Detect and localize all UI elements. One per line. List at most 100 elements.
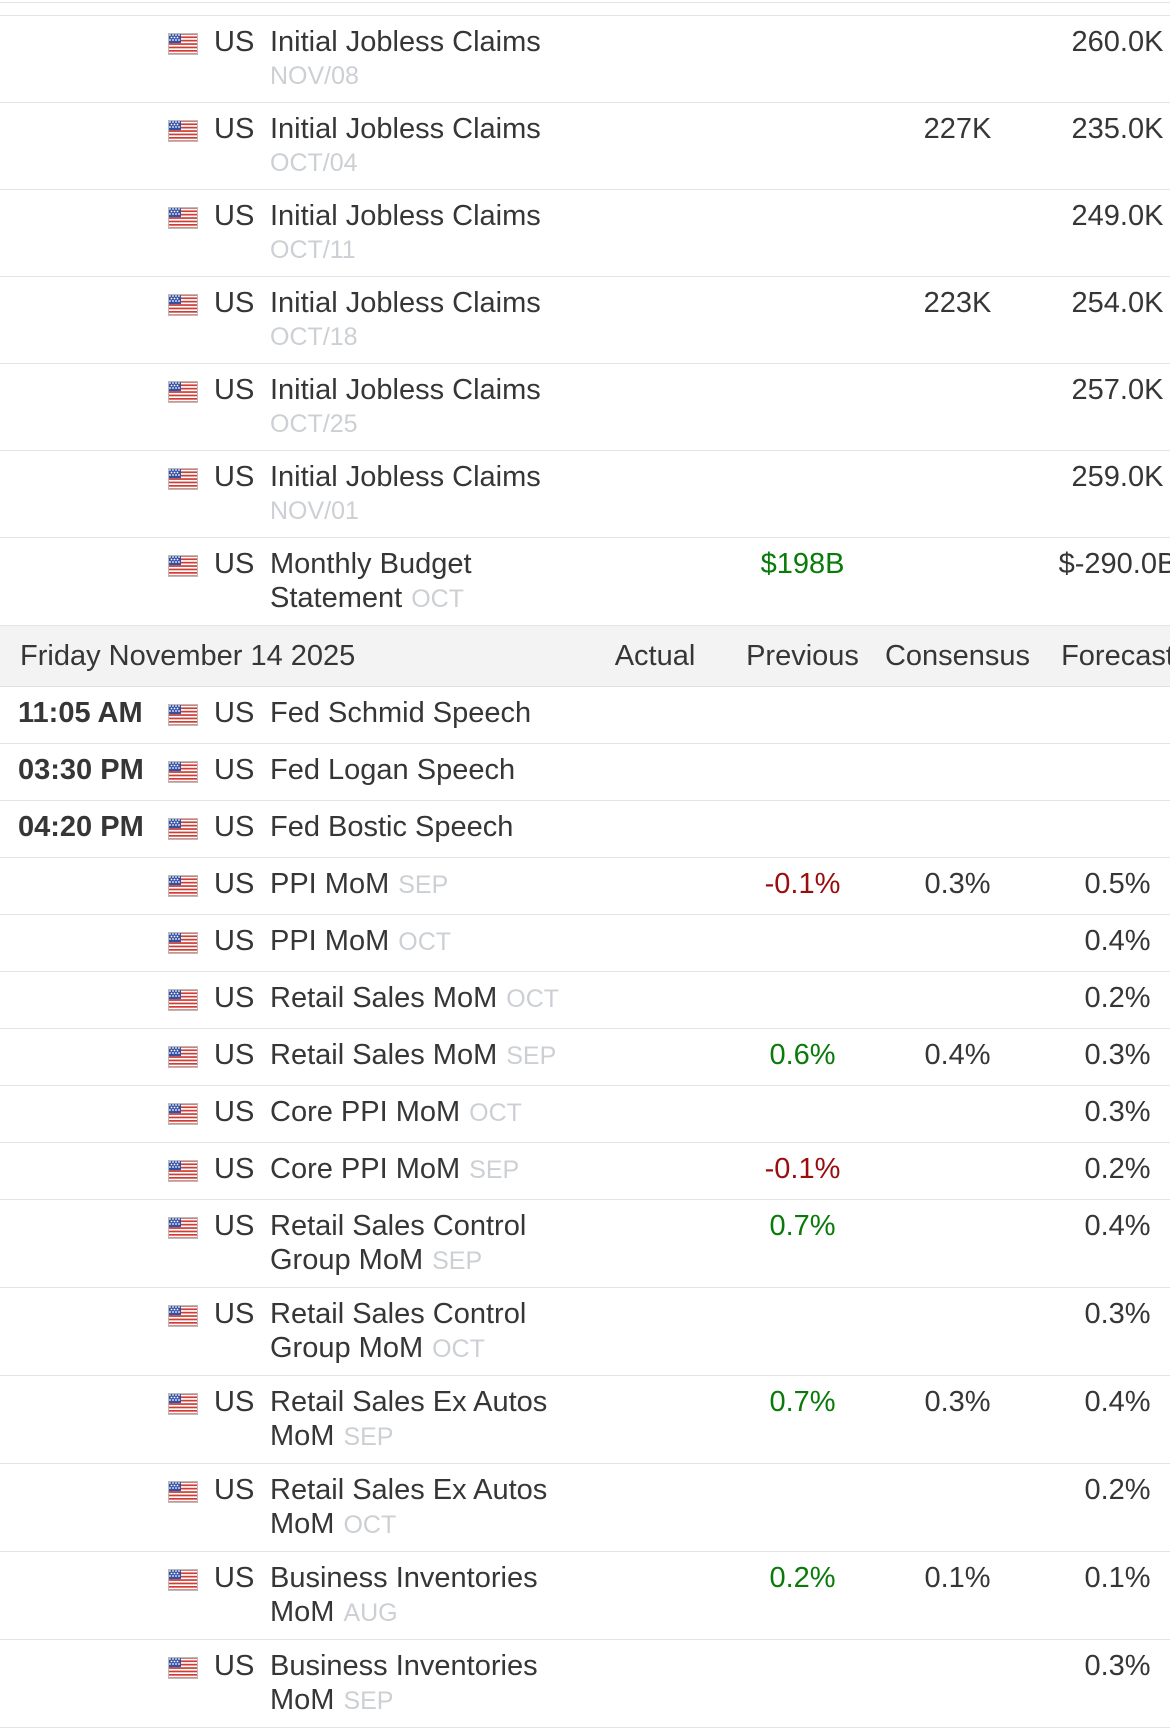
- actual-value: [570, 1085, 740, 1143]
- previous-value: 0.2%: [740, 1551, 865, 1640]
- actual-value: [570, 102, 740, 190]
- previous-value: -0.1%: [740, 857, 865, 915]
- event-month-tag: OCT: [469, 1099, 522, 1127]
- event-name[interactable]: Initial Jobless Claims: [270, 113, 541, 145]
- forecast-value: 0.3%: [1050, 1028, 1170, 1086]
- event-row[interactable]: US Initial Jobless Claims OCT/18 223K 254…: [0, 276, 1170, 364]
- event-time: [0, 1085, 160, 1143]
- country-label: US: [210, 102, 255, 190]
- forecast-value: 0.1%: [1050, 1551, 1170, 1640]
- event-name[interactable]: Core PPI MoM: [270, 1153, 461, 1185]
- event-time: [0, 971, 160, 1029]
- event-date: NOV/08: [270, 62, 359, 90]
- previous-value: $198B: [740, 537, 865, 626]
- event-name[interactable]: Core PPI MoM: [270, 1096, 461, 1128]
- event-row[interactable]: US Retail Sales Ex Autos MoM OCT 0.2%: [0, 1463, 1170, 1552]
- us-flag-icon: [168, 1156, 198, 1190]
- event-row[interactable]: US Core PPI MoM OCT 0.3%: [0, 1085, 1170, 1143]
- event-name[interactable]: Fed Bostic Speech: [270, 811, 514, 843]
- event-row[interactable]: 11:05 AM US Fed Schmid Speech: [0, 686, 1170, 744]
- event-name[interactable]: Retail Sales Ex Autos MoM: [270, 1474, 548, 1540]
- event-row[interactable]: US Initial Jobless Claims OCT/25 257.0K: [0, 363, 1170, 451]
- event-row[interactable]: US Initial Jobless Claims OCT/04 227K 235…: [0, 102, 1170, 190]
- event-month-tag: SEP: [398, 871, 449, 899]
- country-label: US: [210, 1551, 255, 1640]
- us-flag-icon: [168, 464, 198, 498]
- event-time: [0, 16, 160, 103]
- previous-value: [740, 16, 865, 103]
- event-time: [0, 1028, 160, 1086]
- calendar-body: US Initial Jobless Claims NOV/08 260.0K U…: [0, 16, 1170, 1728]
- event-name[interactable]: Fed Logan Speech: [270, 754, 516, 786]
- event-name[interactable]: Retail Sales MoM: [270, 1039, 498, 1071]
- event-row[interactable]: US Initial Jobless Claims OCT/11 249.0K: [0, 189, 1170, 277]
- event-name[interactable]: Initial Jobless Claims: [270, 200, 541, 232]
- event-time: [0, 450, 160, 538]
- event-row[interactable]: US Retail Sales Ex Autos MoM SEP 0.7% 0.3…: [0, 1375, 1170, 1464]
- forecast-value: 0.5%: [1050, 857, 1170, 915]
- event-date: OCT/04: [270, 149, 358, 177]
- event-row[interactable]: US PPI MoM OCT 0.4%: [0, 914, 1170, 972]
- previous-value: [740, 1639, 865, 1728]
- actual-value: [570, 971, 740, 1029]
- event-time: 03:30 PM: [0, 743, 160, 801]
- event-row[interactable]: US Business Inventories MoM AUG 0.2% 0.1%…: [0, 1551, 1170, 1640]
- consensus-value: [865, 1639, 1050, 1728]
- event-row[interactable]: US Initial Jobless Claims NOV/01 259.0K: [0, 450, 1170, 538]
- event-time: [0, 276, 160, 364]
- event-month-tag: OCT: [398, 928, 452, 956]
- event-time: [0, 857, 160, 915]
- event-date: OCT/18: [270, 323, 358, 351]
- actual-value: [570, 1287, 740, 1376]
- event-row[interactable]: US Business Inventories MoM SEP 0.3%: [0, 1639, 1170, 1728]
- previous-value: [740, 743, 865, 801]
- event-name[interactable]: Retail Sales Control Group MoM: [270, 1298, 527, 1364]
- event-name[interactable]: Monthly Budget Statement: [270, 548, 472, 614]
- previous-value: [740, 276, 865, 364]
- previous-value: [740, 189, 865, 277]
- event-name[interactable]: Fed Schmid Speech: [270, 697, 532, 729]
- event-row[interactable]: US Core PPI MoM SEP -0.1% 0.2%: [0, 1142, 1170, 1200]
- country-label: US: [210, 857, 255, 915]
- country-label: US: [210, 971, 255, 1029]
- country-label: US: [210, 1199, 255, 1288]
- event-name[interactable]: Initial Jobless Claims: [270, 26, 541, 58]
- event-row[interactable]: US Monthly Budget Statement OCT $198B $-2…: [0, 537, 1170, 626]
- event-row[interactable]: 04:20 PM US Fed Bostic Speech: [0, 800, 1170, 858]
- country-label: US: [210, 1287, 255, 1376]
- event-name[interactable]: Initial Jobless Claims: [270, 461, 541, 493]
- event-row[interactable]: US Retail Sales Control Group MoM SEP 0.7…: [0, 1199, 1170, 1288]
- event-row[interactable]: US PPI MoM SEP -0.1% 0.3% 0.5%: [0, 857, 1170, 915]
- event-name[interactable]: Retail Sales Control Group MoM: [270, 1210, 527, 1276]
- previous-value: -0.1%: [740, 1142, 865, 1200]
- event-name[interactable]: Retail Sales Ex Autos MoM: [270, 1386, 548, 1452]
- forecast-value: [1050, 743, 1170, 801]
- event-name[interactable]: PPI MoM: [270, 868, 390, 900]
- event-name[interactable]: Business Inventories MoM: [270, 1650, 538, 1716]
- us-flag-icon: [168, 814, 198, 848]
- event-name[interactable]: Initial Jobless Claims: [270, 287, 541, 319]
- us-flag-icon: [168, 700, 198, 734]
- actual-value: [570, 276, 740, 364]
- actual-value: [570, 189, 740, 277]
- country-label: US: [210, 914, 255, 972]
- event-name[interactable]: Retail Sales MoM: [270, 982, 498, 1014]
- us-flag-icon: [168, 1477, 198, 1511]
- event-row[interactable]: US Retail Sales MoM OCT 0.2%: [0, 971, 1170, 1029]
- event-time: [0, 102, 160, 190]
- event-name[interactable]: Initial Jobless Claims: [270, 374, 541, 406]
- country-label: US: [210, 537, 255, 626]
- event-row[interactable]: US Retail Sales Control Group MoM OCT 0.3…: [0, 1287, 1170, 1376]
- event-row[interactable]: 03:30 PM US Fed Logan Speech: [0, 743, 1170, 801]
- consensus-value: 0.1%: [865, 1551, 1050, 1640]
- column-header-previous: Previous: [740, 625, 865, 687]
- event-month-tag: SEP: [432, 1247, 483, 1275]
- event-row[interactable]: US Retail Sales MoM SEP 0.6% 0.4% 0.3%: [0, 1028, 1170, 1086]
- actual-value: [570, 1463, 740, 1552]
- us-flag-icon: [168, 116, 198, 150]
- forecast-value: 257.0K: [1050, 363, 1170, 451]
- actual-value: [570, 1199, 740, 1288]
- event-name[interactable]: PPI MoM: [270, 925, 390, 957]
- event-name[interactable]: Business Inventories MoM: [270, 1562, 538, 1628]
- event-row[interactable]: US Initial Jobless Claims NOV/08 260.0K: [0, 16, 1170, 103]
